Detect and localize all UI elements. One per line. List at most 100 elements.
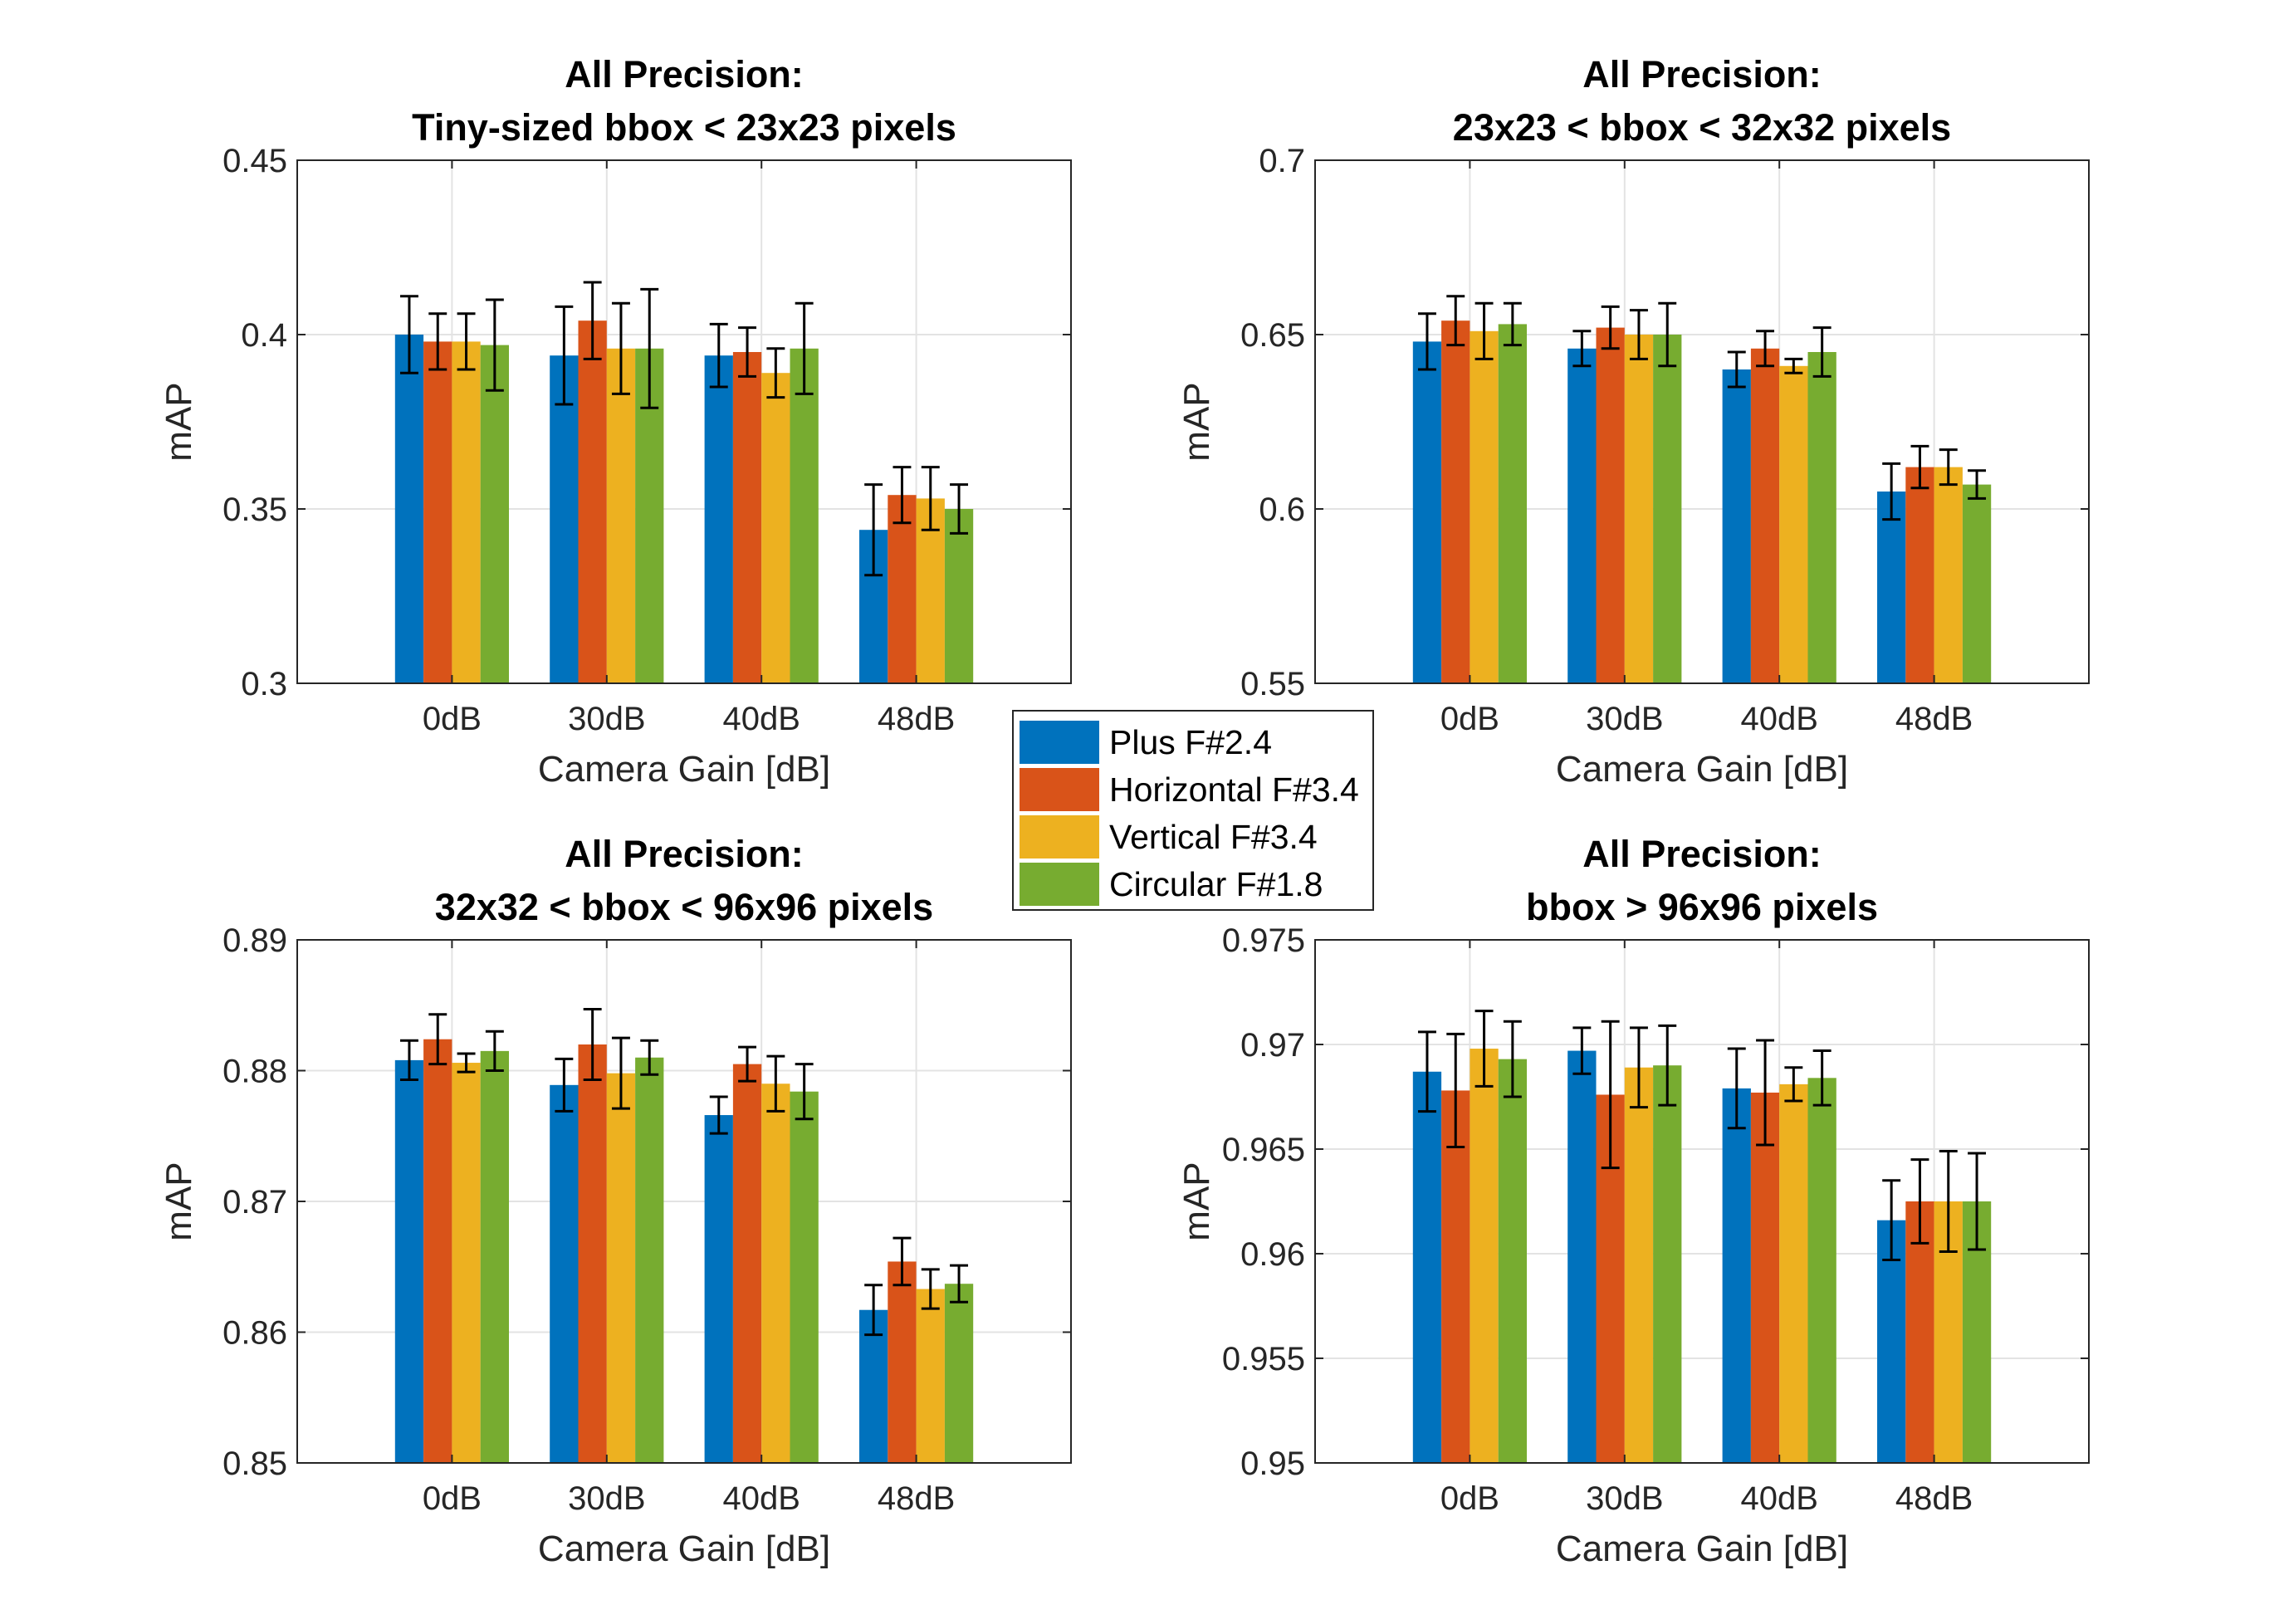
- bar-horizontal-40dB: [732, 1064, 762, 1463]
- x-tick-label: 30dB: [568, 1480, 645, 1517]
- error-bar: [583, 1007, 602, 1082]
- x-tick-label: 48dB: [878, 701, 955, 737]
- error-bar: [950, 1264, 969, 1304]
- x-axis-label: Camera Gain [dB]: [538, 749, 830, 790]
- error-bar: [428, 312, 447, 371]
- chart-title-line-2: bbox > 96x96 pixels: [1526, 886, 1878, 928]
- bar-horizontal-30dB: [578, 320, 607, 683]
- error-bar: [738, 1045, 757, 1083]
- x-tick-label: 0dB: [1440, 1480, 1499, 1517]
- bar-circular-0dB: [480, 1050, 509, 1463]
- error-bar: [1910, 1158, 1929, 1245]
- error-bar: [1417, 312, 1436, 371]
- error-bar: [1572, 330, 1592, 368]
- bar-horizontal-0dB: [423, 1039, 452, 1463]
- bar-vertical-48dB: [916, 1289, 945, 1463]
- bar-circular-48dB: [1962, 484, 1992, 683]
- error-bar: [738, 326, 757, 378]
- bar-vertical-30dB: [1624, 1067, 1654, 1463]
- error-bar: [1968, 1152, 1987, 1251]
- error-bar: [1572, 1026, 1592, 1075]
- y-tick-label: 0.4: [241, 317, 287, 354]
- bar-circular-40dB: [790, 348, 819, 683]
- error-bar: [1968, 469, 1987, 500]
- axes-box: [1314, 939, 2090, 1464]
- error-bar: [1629, 1026, 1648, 1109]
- legend-swatch: [1020, 815, 1099, 858]
- y-tick-label: 0.7: [1259, 143, 1305, 179]
- x-tick-label: 48dB: [1895, 1480, 1973, 1517]
- bar-plus-40dB: [704, 355, 733, 683]
- y-tick-label: 0.88: [223, 1054, 287, 1090]
- bar-plus-0dB: [394, 335, 424, 683]
- x-tick-label: 0dB: [1440, 701, 1499, 737]
- y-tick-label: 0.89: [223, 922, 287, 959]
- error-bar: [1503, 301, 1522, 347]
- error-bar: [893, 466, 912, 525]
- legend: Plus F#2.4 Horizontal F#3.4 Vertical F#3.4…: [1012, 710, 1374, 911]
- bar-horizontal-30dB: [1596, 327, 1625, 683]
- x-axis-label: Camera Gain [dB]: [538, 1529, 830, 1569]
- bar-circular-40dB: [1807, 352, 1836, 683]
- x-tick-label: 40dB: [1740, 701, 1817, 737]
- bar-vertical-40dB: [1779, 1083, 1808, 1463]
- error-bar: [1882, 462, 1901, 521]
- chart-title-line-1: All Precision:: [1582, 53, 1822, 95]
- legend-label: Horizontal F#3.4: [1109, 770, 1359, 809]
- bar-vertical-40dB: [761, 1083, 790, 1463]
- bar-vertical-48dB: [1934, 467, 1963, 683]
- legend-label: Vertical F#3.4: [1109, 818, 1318, 856]
- bar-horizontal-48dB: [1905, 1201, 1934, 1463]
- bar-horizontal-0dB: [1441, 1090, 1470, 1463]
- bar-vertical-0dB: [1470, 1049, 1499, 1463]
- error-bar: [1882, 1179, 1901, 1262]
- error-bar: [555, 305, 574, 406]
- legend-swatch: [1020, 863, 1099, 906]
- y-tick-label: 0.6: [1259, 492, 1305, 528]
- bar-plus-30dB: [1567, 348, 1597, 683]
- y-tick-label: 0.95: [1240, 1445, 1305, 1482]
- bar-circular-0dB: [1498, 1059, 1527, 1463]
- x-tick-label: 30dB: [568, 701, 645, 737]
- bar-plus-0dB: [394, 1059, 424, 1463]
- error-bar: [709, 1095, 728, 1135]
- bar-vertical-30dB: [606, 348, 636, 683]
- y-tick-label: 0.87: [223, 1184, 287, 1220]
- error-bar: [1601, 1020, 1620, 1170]
- legend-label: Plus F#2.4: [1109, 723, 1272, 761]
- error-bar: [1503, 1020, 1522, 1098]
- chart-title-line-1: All Precision:: [565, 53, 804, 95]
- x-tick-label: 40dB: [722, 701, 800, 737]
- error-bar: [1939, 1150, 1958, 1253]
- error-bar: [1910, 444, 1929, 490]
- error-bar: [399, 1039, 418, 1082]
- error-bar: [457, 1052, 476, 1074]
- error-bar: [893, 1236, 912, 1287]
- y-tick-label: 0.45: [223, 143, 287, 179]
- bar-circular-48dB: [944, 1284, 974, 1463]
- error-bar: [428, 1013, 447, 1066]
- bar-vertical-40dB: [761, 373, 790, 683]
- bar-plus-0dB: [1412, 341, 1442, 683]
- x-tick-label: 40dB: [722, 1480, 800, 1517]
- error-bar: [640, 287, 659, 409]
- chart-panel-1: 0.3 0.35 0.4 0.45 0dB 30dB 40dB 48dB Camera Gain…: [159, 53, 1072, 790]
- y-tick-label: 0.85: [223, 1445, 287, 1482]
- y-tick-label: 0.955: [1222, 1341, 1305, 1377]
- y-tick-label: 0.3: [241, 666, 287, 702]
- bar-plus-30dB: [550, 355, 579, 683]
- bar-plus-30dB: [1567, 1050, 1597, 1463]
- y-tick-label: 0.97: [1240, 1027, 1305, 1064]
- error-bar: [795, 301, 814, 395]
- bar-circular-30dB: [635, 1057, 664, 1463]
- bar-horizontal-40dB: [1750, 1092, 1780, 1463]
- x-axis-label: Camera Gain [dB]: [1556, 749, 1848, 790]
- error-bar: [864, 1284, 883, 1337]
- error-bar: [1658, 301, 1677, 368]
- y-axis-label: mAP: [1176, 382, 1217, 461]
- error-bar: [1475, 1010, 1494, 1088]
- error-bar: [1784, 357, 1803, 374]
- y-tick-label: 0.965: [1222, 1132, 1305, 1168]
- x-tick-label: 30dB: [1586, 701, 1663, 737]
- y-tick-label: 0.55: [1240, 666, 1305, 702]
